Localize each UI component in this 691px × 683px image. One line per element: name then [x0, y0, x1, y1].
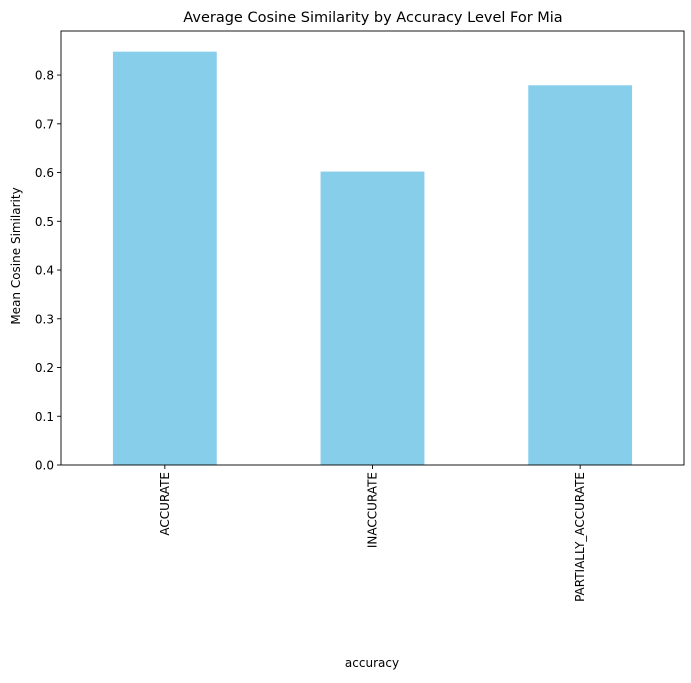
x-tick-label: PARTIALLY_ACCURATE — [573, 472, 587, 602]
y-tick-label: 0.8 — [35, 69, 54, 83]
chart-title: Average Cosine Similarity by Accuracy Le… — [183, 10, 562, 26]
y-tick-label: 0.3 — [35, 312, 54, 326]
y-tick-label: 0.4 — [35, 264, 54, 278]
y-tick-label: 0.0 — [35, 459, 54, 473]
bar-inaccurate — [320, 171, 425, 465]
x-tick-label: INACCURATE — [366, 472, 380, 548]
x-tick-label: ACCURATE — [158, 472, 172, 536]
y-tick-label: 0.5 — [35, 215, 54, 229]
y-tick-label: 0.7 — [35, 117, 54, 131]
y-axis-label: Mean Cosine Similarity — [9, 187, 23, 324]
x-axis-label: accuracy — [345, 656, 399, 670]
y-tick-label: 0.1 — [35, 410, 54, 424]
bar-partially-accurate — [528, 85, 633, 466]
y-tick-label: 0.2 — [35, 361, 54, 375]
y-tick-label: 0.6 — [35, 166, 54, 180]
bar-accurate — [112, 51, 217, 466]
plot-area: 0.0 0.1 0.2 0.3 0.4 0.5 0.6 0.7 0.8 ACCURATE INACC… — [35, 30, 685, 602]
